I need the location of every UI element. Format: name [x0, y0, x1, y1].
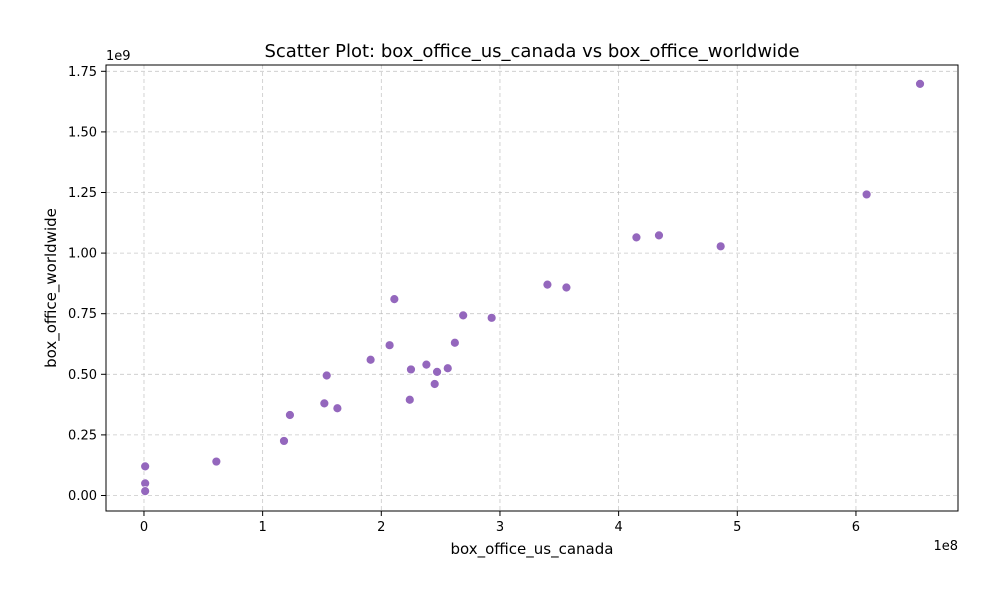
- y-tick-label: 1.25: [68, 186, 97, 201]
- data-point: [319, 398, 330, 409]
- data-point: [421, 359, 432, 370]
- data-point: [561, 282, 572, 293]
- x-axis-ticks: 0 1 2 3 4 5 6: [140, 511, 860, 535]
- y-tick-label: 0.75: [68, 307, 97, 322]
- data-point: [429, 379, 440, 389]
- x-tick-label: 2: [377, 520, 385, 535]
- y-axis-ticks: 0.00 0.25 0.50 0.75 1.00 1.25 1.50 1.75: [68, 65, 106, 504]
- x-tick-label: 6: [852, 520, 860, 535]
- data-point: [432, 366, 442, 377]
- points: [140, 79, 925, 497]
- data-point: [321, 370, 332, 381]
- data-point: [542, 279, 553, 290]
- plot-area-frame: [105, 64, 959, 512]
- y-axis-label: box_office_worldwide: [42, 208, 61, 368]
- data-point: [631, 232, 642, 243]
- x-tick-label: 4: [614, 520, 622, 535]
- data-point: [915, 79, 925, 89]
- data-point: [384, 340, 395, 351]
- x-tick-label: 5: [733, 520, 741, 535]
- data-point: [458, 310, 469, 321]
- y-tick-label: 1.75: [68, 65, 97, 80]
- data-point: [140, 486, 151, 497]
- data-point: [211, 456, 222, 467]
- data-point: [389, 294, 400, 305]
- data-point: [861, 189, 872, 200]
- data-point: [406, 364, 416, 375]
- data-point: [285, 410, 295, 420]
- y-tick-label: 0.25: [68, 428, 97, 443]
- y-tick-label: 1.00: [68, 247, 97, 262]
- data-point: [654, 230, 664, 241]
- x-tick-label: 3: [496, 520, 504, 535]
- data-point: [449, 337, 460, 348]
- y-tick-label: 1.50: [68, 125, 97, 140]
- data-point: [486, 312, 497, 323]
- x-tick-label: 0: [140, 520, 148, 535]
- data-point: [140, 461, 151, 472]
- y-tick-label: 0.50: [68, 368, 97, 383]
- y-tick-label: 0.00: [68, 489, 97, 504]
- data-point: [279, 436, 289, 446]
- data-point: [365, 354, 376, 365]
- x-axis-label: box_office_us_canada: [451, 540, 614, 559]
- grid: [106, 65, 958, 511]
- y-offset-text: 1e9: [106, 49, 131, 64]
- data-point: [404, 394, 415, 405]
- data-point: [715, 241, 726, 252]
- data-point: [442, 363, 453, 374]
- chart-title: Scatter Plot: box_office_us_canada vs bo…: [264, 41, 799, 62]
- x-tick-label: 1: [258, 520, 266, 535]
- x-offset-text: 1e8: [933, 539, 958, 554]
- data-point: [332, 403, 343, 414]
